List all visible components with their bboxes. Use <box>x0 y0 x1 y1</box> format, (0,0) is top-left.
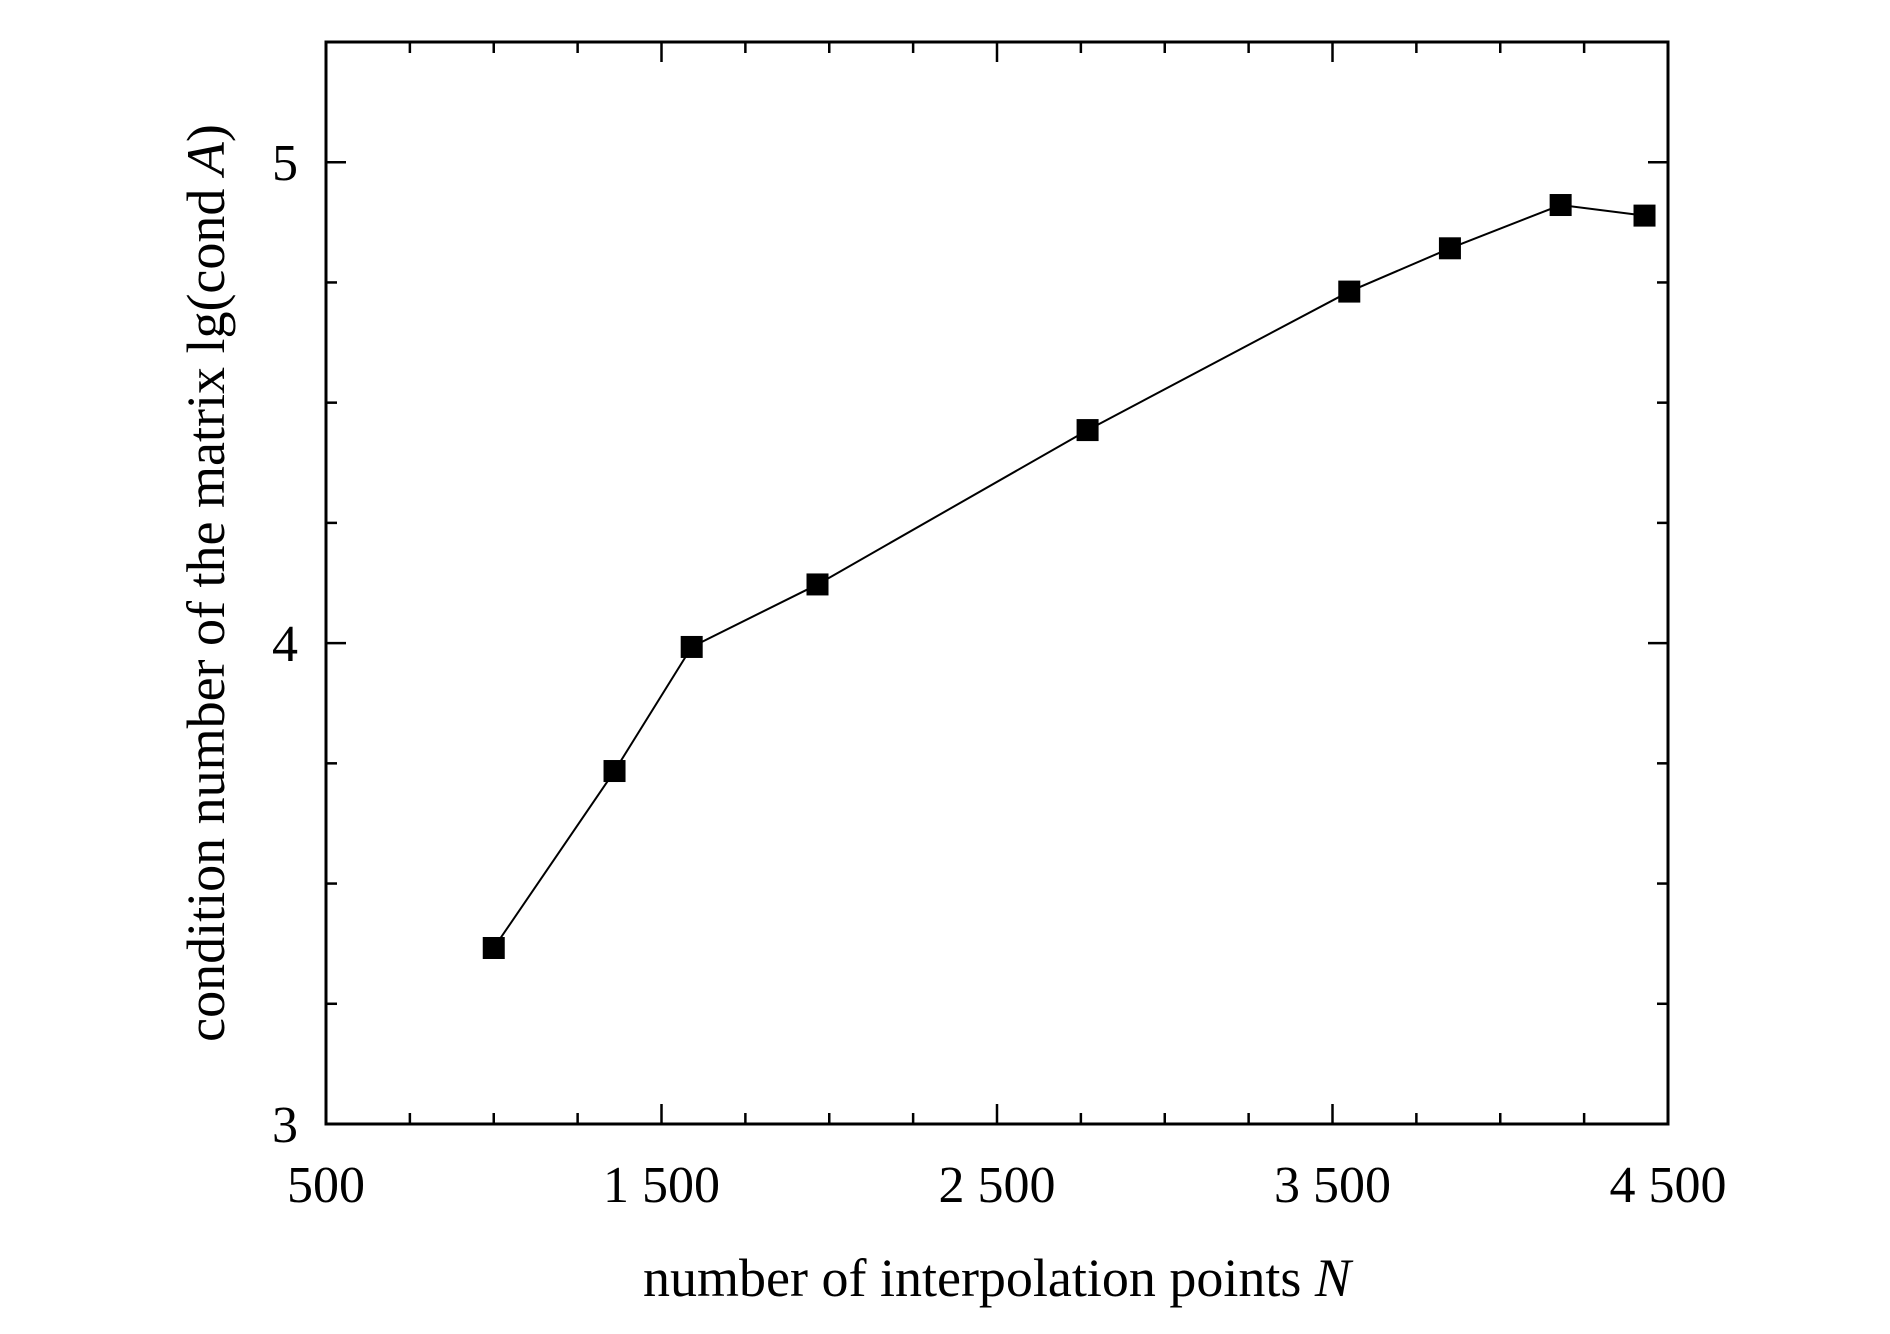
x-tick-label: 500 <box>287 1157 365 1214</box>
y-axis-ticks <box>326 40 1668 1126</box>
data-point <box>680 635 703 658</box>
y-tick-label: 4 <box>272 616 298 673</box>
x-tick-label: 3 500 <box>1274 1157 1391 1214</box>
x-axis-ticks <box>324 42 1670 1124</box>
y-axis-tick-labels: 3 4 5 <box>272 135 298 1154</box>
data-markers <box>482 194 1656 959</box>
x-axis-tick-labels: 500 1 500 2 500 3 500 4 500 <box>287 1157 1727 1214</box>
y-tick-label: 5 <box>272 135 298 192</box>
data-point <box>806 573 829 596</box>
data-point <box>1633 204 1656 227</box>
x-tick-label: 1 500 <box>603 1157 720 1214</box>
y-tick-label: 3 <box>272 1097 298 1154</box>
x-tick-label: 2 500 <box>939 1157 1056 1214</box>
x-axis-title: number of interpolation points N <box>643 1248 1354 1308</box>
series-line <box>492 203 1645 949</box>
y-axis-title: condition number of the matrix lg(cond A… <box>176 124 236 1042</box>
data-point <box>482 936 505 959</box>
data-point <box>1438 237 1461 260</box>
data-point <box>1338 280 1361 303</box>
data-point <box>1076 419 1099 442</box>
data-point <box>603 760 626 783</box>
x-tick-label: 4 500 <box>1610 1157 1727 1214</box>
data-point <box>1549 194 1572 217</box>
plot-frame <box>324 40 1670 1126</box>
